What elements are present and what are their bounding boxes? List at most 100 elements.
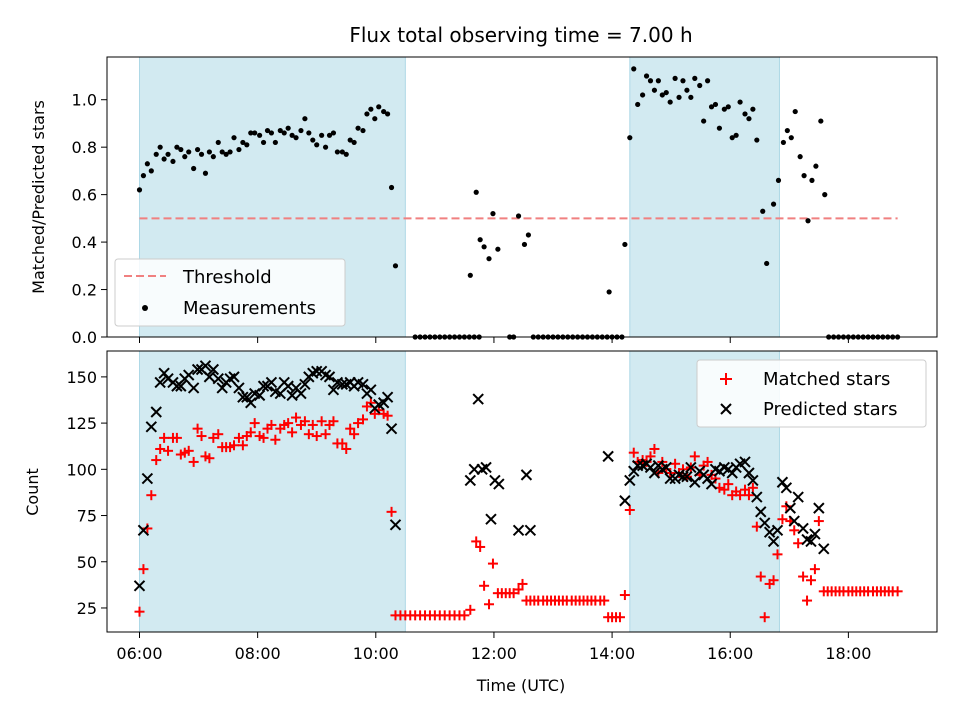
matched-star-point (513, 584, 524, 595)
predicted-star-point (212, 373, 224, 385)
predicted-star-point (464, 474, 477, 487)
measurement-point (364, 111, 370, 117)
top-x-ticks (138, 337, 849, 343)
measurement-point (153, 151, 159, 157)
measurement-point (148, 168, 154, 174)
matched-star-point (382, 410, 393, 421)
matched-star-point (892, 586, 903, 597)
measurement-point (809, 177, 815, 183)
matched-star-point (624, 504, 635, 515)
measurement-point (643, 73, 650, 79)
measurement-point (240, 139, 246, 146)
predicted-star-point (743, 467, 755, 479)
predicted-star-point (187, 382, 200, 394)
legend-measurements-swatch (142, 305, 148, 311)
measurement-point (627, 135, 633, 141)
predicted-star-point (677, 471, 689, 483)
matched-star-point (196, 431, 207, 442)
predicted-star-point (216, 382, 228, 394)
predicted-star-point (739, 456, 751, 468)
measurement-point (521, 241, 528, 248)
predicted-star-point (705, 478, 718, 490)
measurement-point (140, 173, 147, 179)
shaded-interval-2 (629, 56, 780, 338)
matched-star-point (723, 479, 734, 490)
predicted-star-point (207, 363, 220, 376)
measurement-point (360, 127, 366, 134)
y-tick-label: 75 (77, 507, 97, 526)
measurement-point (477, 237, 483, 243)
predicted-star-point (286, 389, 298, 402)
legend-predicted-swatch (720, 403, 732, 415)
predicted-star-point (183, 369, 195, 381)
predicted-star-point (133, 580, 146, 592)
measurement-point (219, 149, 225, 155)
matched-star-point (465, 604, 476, 615)
predicted-star-point (780, 482, 793, 494)
measurement-point (680, 78, 686, 84)
matched-star-point (171, 432, 182, 443)
measurement-point (144, 161, 150, 167)
measurement-point (182, 154, 188, 160)
measurement-point (525, 232, 531, 238)
measurement-point (750, 106, 756, 112)
y-tick-label: 1.0 (72, 91, 97, 110)
measurement-point (198, 151, 205, 157)
predicted-star-point (265, 376, 278, 389)
bottom-y-ticks: 25 50 75 100 125 150 (66, 368, 107, 618)
measurement-point (330, 130, 337, 136)
predicted-star-point (385, 422, 398, 435)
y-tick-label: 0.4 (72, 233, 97, 252)
measurement-point (659, 92, 665, 98)
x-tick-label: 06:00 (116, 644, 162, 663)
measurement-point (277, 127, 283, 134)
top-panel: 0.0 0.2 0.4 0.6 0.8 1.0 Matched/Predicted sta… (29, 56, 938, 347)
predicted-star-point (792, 491, 804, 503)
measurement-point (481, 244, 487, 250)
predicted-star-point (818, 543, 830, 555)
matched-star-point (702, 456, 713, 467)
predicted-star-point (784, 502, 797, 514)
matched-star-point (151, 455, 162, 466)
predicted-star-point (685, 461, 697, 474)
measurement-point (343, 151, 349, 157)
predicted-star-point (805, 535, 817, 548)
matched-star-point (768, 575, 779, 586)
measurement-point (210, 154, 216, 160)
measurement-point (334, 149, 340, 155)
measurement-point (310, 137, 316, 143)
predicted-star-point (648, 467, 661, 479)
measurement-point (351, 139, 357, 146)
matched-star-point (229, 440, 240, 451)
predicted-star-point (158, 367, 170, 379)
measurement-point (248, 130, 254, 136)
matched-star-point (287, 427, 298, 438)
measurement-point (268, 130, 275, 136)
y-tick-label: 0.6 (72, 186, 97, 205)
predicted-star-point (689, 476, 701, 488)
matched-star-point (159, 432, 170, 443)
measurement-point (165, 151, 171, 157)
matched-star-point (793, 538, 804, 549)
predicted-star-point (241, 391, 253, 403)
measurement-point (223, 151, 229, 157)
predicted-star-point (377, 397, 390, 409)
matched-star-point (138, 564, 149, 575)
matched-star-point (204, 453, 215, 464)
bottom-shaded-intervals (138, 350, 780, 633)
matched-star-point (311, 431, 322, 442)
measurement-point (236, 146, 242, 153)
x-tick-label: 10:00 (353, 644, 399, 663)
top-y-axis-label: Matched/Predicted stars (29, 100, 48, 294)
measurement-point (631, 66, 637, 72)
predicted-star-point (203, 371, 216, 383)
predicted-star-point (154, 376, 166, 389)
matched-star-point (759, 612, 770, 623)
measurement-point (347, 137, 353, 143)
predicted-star-point (776, 476, 789, 488)
matched-star-point (809, 564, 820, 575)
matched-star-point (291, 412, 302, 423)
measurement-point (257, 132, 263, 138)
measurement-point (372, 116, 378, 122)
matched-star-point (479, 580, 490, 591)
